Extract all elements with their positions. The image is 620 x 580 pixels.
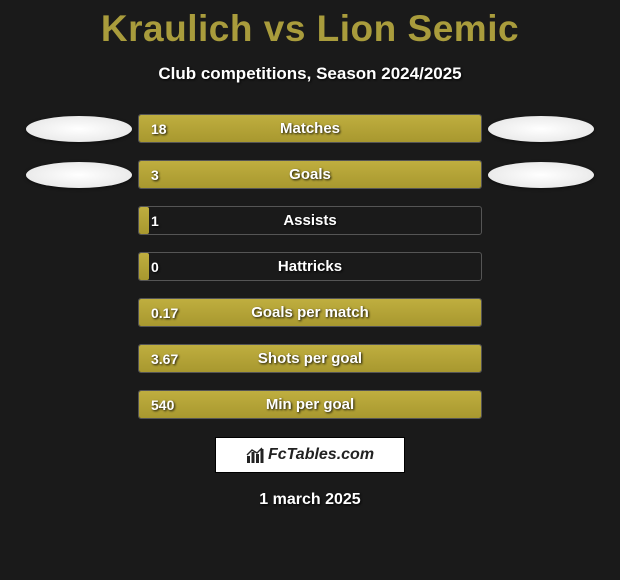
bar-label: Shots per goal	[139, 350, 481, 367]
bar-label: Goals per match	[139, 304, 481, 321]
page-title: Kraulich vs Lion Semic	[0, 0, 620, 50]
player-ellipse-left	[26, 116, 132, 142]
player-ellipse-right	[488, 116, 594, 142]
stat-row: 3Goals	[0, 160, 620, 189]
stat-rows: 18Matches 3Goals 1Assists 0Hattricks 0.17Goa…	[0, 114, 620, 419]
stat-row: 1Assists	[0, 206, 620, 235]
bar-label: Hattricks	[139, 258, 481, 275]
stat-bar: 18Matches	[138, 114, 482, 143]
player-ellipse-left	[26, 162, 132, 188]
brand-text: FcTables.com	[268, 446, 374, 464]
stat-bar: 3.67Shots per goal	[138, 344, 482, 373]
stat-bar: 1Assists	[138, 206, 482, 235]
left-side	[20, 162, 138, 188]
brand-badge: FcTables.com	[215, 437, 405, 473]
stat-row: 540Min per goal	[0, 390, 620, 419]
bar-label: Goals	[139, 166, 481, 183]
bar-label: Matches	[139, 120, 481, 137]
bar-label: Min per goal	[139, 396, 481, 413]
stat-bar: 540Min per goal	[138, 390, 482, 419]
stat-row: 18Matches	[0, 114, 620, 143]
stats-icon	[246, 446, 264, 464]
right-side	[482, 162, 600, 188]
stat-bar: 0.17Goals per match	[138, 298, 482, 327]
stat-row: 0Hattricks	[0, 252, 620, 281]
stat-bar: 0Hattricks	[138, 252, 482, 281]
bar-label: Assists	[139, 212, 481, 229]
stat-row: 0.17Goals per match	[0, 298, 620, 327]
stat-bar: 3Goals	[138, 160, 482, 189]
right-side	[482, 116, 600, 142]
subtitle: Club competitions, Season 2024/2025	[0, 64, 620, 84]
stat-row: 3.67Shots per goal	[0, 344, 620, 373]
player-ellipse-right	[488, 162, 594, 188]
left-side	[20, 116, 138, 142]
date-label: 1 march 2025	[0, 491, 620, 509]
